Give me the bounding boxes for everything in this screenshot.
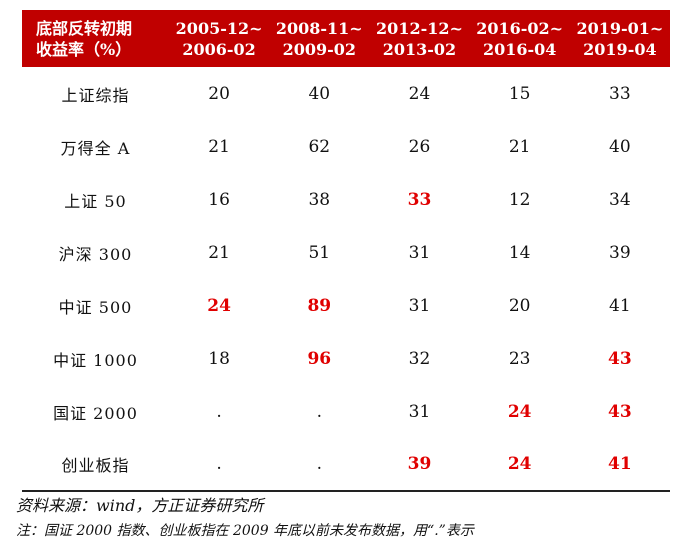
table-row: 中证 1000 18 96 32 23 43: [22, 332, 670, 385]
header-line2: 收益率（%）: [36, 39, 132, 59]
table-cell: 38: [308, 189, 331, 210]
column-header: 2005-12~ 2006-02: [175, 18, 263, 59]
column-header: 2016-02~ 2016-04: [476, 18, 564, 59]
row-label: 中证 1000: [53, 350, 138, 370]
table-cell: 33: [407, 189, 432, 210]
table-cell: 20: [208, 83, 230, 104]
table-cell: .: [316, 401, 322, 422]
row-label: 国证 2000: [53, 403, 138, 423]
table-cell: 21: [208, 136, 230, 157]
table-cell: 26: [408, 136, 431, 157]
row-label: 创业板指: [22, 438, 169, 492]
table-cell: 24: [408, 83, 431, 104]
table-row: 万得全 A 21 62 26 21 40: [22, 120, 670, 173]
header-line1: 底部反转初期: [36, 18, 133, 38]
table-cell: .: [216, 401, 222, 422]
table-cell: 23: [508, 348, 531, 369]
table-body: 上证综指 20 40 24 15 33 万得全 A 21 62 26 21 40 上证 50 16 38 33…: [22, 67, 670, 492]
table-cell: 96: [307, 348, 332, 369]
table-cell: 21: [208, 242, 230, 263]
table-cell: 62: [308, 136, 331, 157]
table-cell: 24: [507, 401, 532, 422]
table-header-row: 底部反转初期 收益率（%） 2005-12~ 2006-02 2008-11~ 20…: [22, 10, 670, 67]
column-header: 2019-01~ 2019-04: [576, 18, 664, 59]
table-cell: 24: [469, 438, 570, 492]
table-row: 沪深 300 21 51 31 14 39: [22, 226, 670, 279]
table-cell: 32: [408, 348, 431, 369]
row-label: 沪深 300: [58, 244, 133, 264]
table-cell: 40: [609, 136, 631, 157]
table-cell: .: [269, 438, 370, 492]
table-cell: 18: [208, 348, 230, 369]
table-cell: 51: [308, 242, 331, 263]
row-label: 上证 50: [64, 191, 127, 211]
row-label: 万得全 A: [60, 138, 131, 158]
table-cell: 24: [207, 295, 231, 316]
table-row: 中证 500 24 89 31 20 41: [22, 279, 670, 332]
table-cell: 41: [569, 438, 670, 492]
row-label: 上证综指: [61, 85, 130, 105]
table-cell: 16: [208, 189, 230, 210]
table-cell: 89: [307, 295, 332, 316]
footnote: 注：国证 2000 指数、创业板指在 2009 年底以前未发布数据，用“.”表示: [16, 523, 474, 539]
row-label: 中证 500: [58, 297, 133, 317]
table-cell: 43: [608, 348, 632, 369]
column-header: 2012-12~ 2013-02: [376, 18, 463, 59]
returns-table: 底部反转初期 收益率（%） 2005-12~ 2006-02 2008-11~ 20…: [22, 10, 670, 492]
table-row: 创业板指.. 39 24 41: [22, 438, 670, 492]
table-cell: 39: [369, 438, 470, 492]
table-row: 上证综指 20 40 24 15 33: [22, 67, 670, 120]
table-cell: 33: [609, 83, 631, 104]
table-cell: 39: [609, 242, 631, 263]
table-cell: 31: [408, 401, 431, 422]
table-cell: 31: [408, 242, 431, 263]
table-cell: 15: [508, 83, 531, 104]
table-cell: 34: [609, 189, 631, 210]
column-header: 2008-11~ 2009-02: [275, 18, 363, 59]
table-cell: 40: [308, 83, 331, 104]
table-cell: 14: [508, 242, 531, 263]
table-cell: 41: [609, 295, 631, 316]
table-cell: 31: [408, 295, 431, 316]
header-row-label: 底部反转初期 收益率（%）: [22, 10, 169, 67]
table-cell: .: [169, 438, 270, 492]
table-row: 上证 50 16 38 33 12 34: [22, 173, 670, 226]
table-cell: 21: [508, 136, 531, 157]
table-cell: 43: [608, 401, 632, 422]
table-cell: 12: [508, 189, 531, 210]
source-caption: 资料来源：wind，方正证券研究所: [16, 496, 264, 515]
table-cell: 20: [508, 295, 531, 316]
table-row: 国证 2000.. 31 24 43: [22, 385, 670, 438]
